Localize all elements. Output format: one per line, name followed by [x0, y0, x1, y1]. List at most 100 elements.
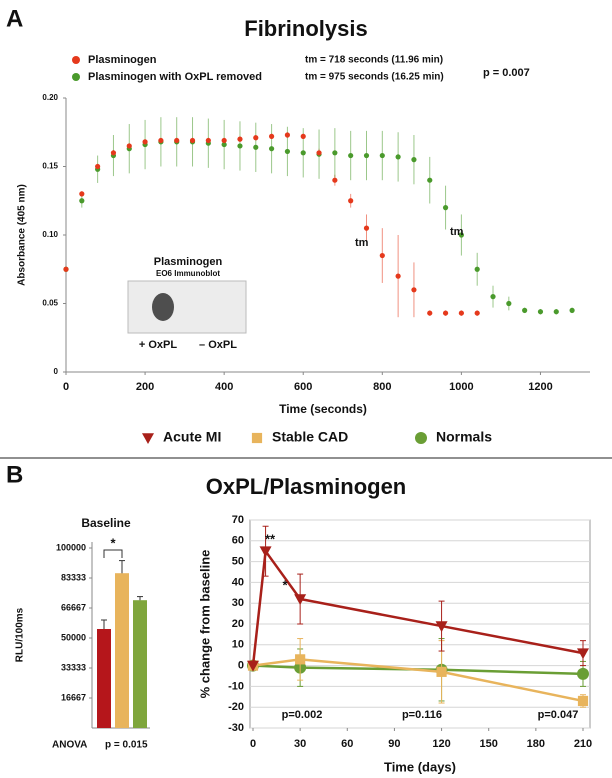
- x-tick-label: 1200: [528, 381, 552, 393]
- y-tick-label: 50000: [61, 632, 86, 642]
- x-tick-label: 200: [136, 381, 154, 393]
- x-tick-label: 800: [373, 381, 391, 393]
- data-point: [411, 157, 417, 163]
- inset-label: – OxPL: [199, 339, 237, 351]
- data-point: [189, 137, 196, 144]
- p-value: p = 0.015: [105, 740, 148, 751]
- marker: [435, 621, 448, 633]
- data-point: [237, 143, 243, 149]
- chart-title: Baseline: [81, 516, 131, 530]
- x-tick-label: 1000: [449, 381, 473, 393]
- y-tick-label: 40: [232, 576, 244, 588]
- marker: [577, 667, 589, 680]
- data-point: [506, 300, 512, 307]
- y-tick-label: 0.05: [42, 299, 58, 308]
- marker: [436, 666, 447, 677]
- x-tick-label: 400: [215, 381, 233, 393]
- data-point: [363, 152, 370, 159]
- y-tick-label: 0: [238, 660, 244, 672]
- y-axis-title: % change from baseline: [197, 550, 212, 699]
- legend-marker: [251, 432, 263, 444]
- data-point: [569, 307, 575, 313]
- y-tick-label: 66667: [61, 602, 86, 612]
- data-point: [205, 137, 211, 144]
- blot-band: [152, 293, 174, 321]
- x-axis-title: Time (seconds): [279, 402, 367, 416]
- data-point: [221, 137, 227, 144]
- data-point: [537, 309, 544, 315]
- data-point: [379, 252, 385, 259]
- y-tick-label: 0: [54, 367, 59, 376]
- data-point: [458, 232, 464, 238]
- data-point: [332, 150, 338, 156]
- marker: [295, 654, 306, 665]
- data-point: [553, 309, 559, 315]
- y-tick-label: 0.15: [42, 162, 58, 171]
- data-point: [300, 133, 306, 139]
- x-tick-label: 120: [432, 738, 450, 750]
- data-point: [79, 191, 85, 197]
- annotation: p=0.002: [282, 709, 323, 721]
- annotation: p=0.116: [402, 709, 442, 721]
- data-point: [221, 141, 227, 148]
- data-point: [284, 132, 291, 138]
- significance-bracket: [103, 549, 123, 558]
- bar: [115, 573, 129, 728]
- y-tick-label: 50: [232, 556, 244, 568]
- y-tick-label: 16667: [61, 692, 86, 702]
- stat-test: ANOVA: [52, 740, 87, 751]
- legend-marker: [72, 56, 80, 64]
- data-point: [284, 148, 291, 155]
- data-point: [522, 307, 528, 313]
- data-point: [237, 136, 243, 142]
- blot-image: [127, 280, 247, 334]
- marker: [247, 660, 259, 672]
- y-tick-label: 0.20: [42, 93, 58, 102]
- y-tick-label: 60: [232, 535, 244, 547]
- data-point: [395, 273, 401, 279]
- x-tick-label: 600: [294, 381, 312, 393]
- y-tick-label: 70: [232, 514, 244, 526]
- y-axis-title: RLU/100ms: [15, 607, 26, 662]
- series-line: [252, 658, 584, 703]
- tm-label: tm = 975 seconds (16.25 min): [305, 72, 444, 83]
- data-point: [332, 177, 338, 183]
- y-tick-label: -10: [228, 680, 244, 692]
- legend-label: Normals: [436, 429, 492, 445]
- panel-label: A: [6, 5, 23, 32]
- panel-label: B: [6, 461, 23, 488]
- annotation: **: [265, 531, 276, 546]
- data-point: [126, 143, 132, 149]
- annotation: *: [282, 577, 288, 592]
- y-tick-label: 10: [232, 639, 244, 651]
- y-tick-label: 20: [232, 618, 244, 630]
- data-point: [142, 139, 148, 145]
- legend-label: Plasminogen with OxPL removed: [88, 71, 262, 83]
- marker: [577, 648, 589, 660]
- y-tick-label: 0.10: [42, 230, 58, 239]
- bar: [133, 600, 147, 728]
- x-tick-label: 210: [574, 738, 592, 750]
- legend-marker: [72, 73, 80, 81]
- data-point: [490, 294, 496, 300]
- y-tick-label: -20: [228, 701, 244, 713]
- x-tick-label: 90: [388, 738, 400, 750]
- data-point: [158, 137, 164, 144]
- x-tick-label: 0: [250, 738, 256, 750]
- p-value: p = 0.007: [483, 67, 530, 79]
- series-line: [252, 664, 584, 676]
- significance: *: [110, 535, 116, 550]
- data-point: [253, 135, 259, 141]
- data-point: [348, 198, 354, 204]
- data-point: [174, 137, 180, 144]
- curve-label: tm: [355, 237, 369, 249]
- data-point: [316, 150, 322, 156]
- legend-marker: [142, 433, 154, 444]
- x-tick-label: 60: [341, 738, 353, 750]
- data-point: [442, 205, 449, 211]
- data-point: [269, 146, 275, 152]
- legend-marker: [415, 432, 427, 444]
- x-tick-label: 150: [480, 738, 498, 750]
- y-axis-title: Absorbance (405 nm): [17, 184, 28, 286]
